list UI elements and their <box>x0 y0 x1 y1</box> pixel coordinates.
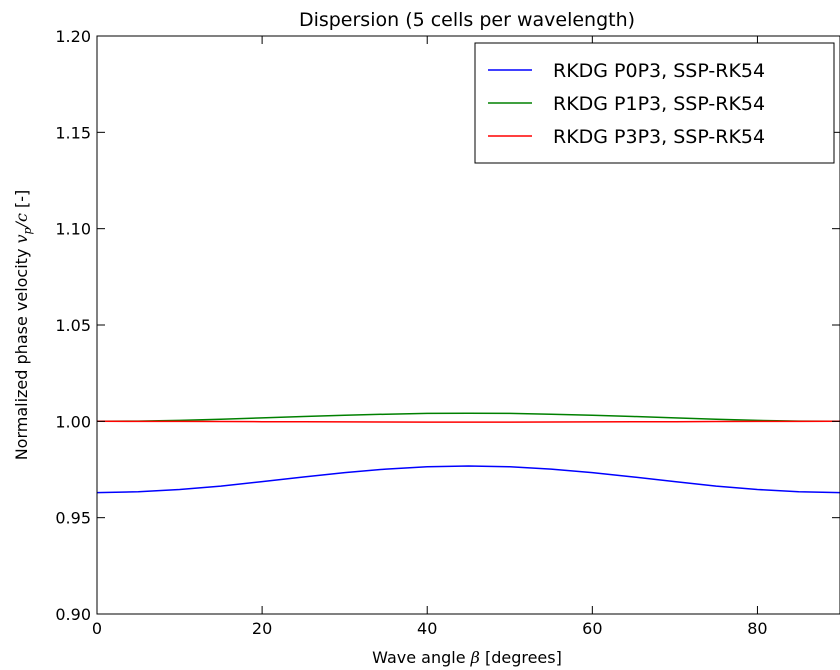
y-tick-label: 0.95 <box>55 509 91 528</box>
x-tick-label: 20 <box>252 619 272 638</box>
y-axis-label-c: /c <box>12 213 31 229</box>
y-axis-label: Normalized phase velocity vp/c [-] <box>12 190 34 461</box>
series-line-2 <box>96 412 840 423</box>
x-tick-label: 40 <box>417 619 437 638</box>
y-tick-label: 0.90 <box>55 605 91 624</box>
legend-label-p0p3: RKDG P0P3, SSP-RK54 <box>553 60 765 82</box>
y-axis-label-suffix: [-] <box>12 190 31 213</box>
y-axis-label-v: v <box>12 234 31 243</box>
y-axis-label-sub: p <box>21 227 34 234</box>
plot-frame <box>96 35 840 615</box>
x-axis-label: Wave angle β [degrees] <box>372 648 562 667</box>
x-tick-label: 80 <box>747 619 767 638</box>
y-tick-label: 1.00 <box>55 412 91 431</box>
y-tick-label: 1.15 <box>55 123 91 142</box>
legend-label-p1p3: RKDG P1P3, SSP-RK54 <box>553 93 765 115</box>
x-axis-label-symbol: β <box>470 648 480 667</box>
y-tick-label: 1.05 <box>55 316 91 335</box>
legend-box <box>474 42 835 164</box>
y-axis-label-prefix: Normalized phase velocity <box>12 243 31 460</box>
x-tick-label: 60 <box>582 619 602 638</box>
series-line-1 <box>96 465 840 494</box>
x-tick-label: 0 <box>92 619 102 638</box>
x-axis-label-suffix: [degrees] <box>480 648 562 667</box>
legend-label-p3p3: RKDG P3P3, SSP-RK54 <box>553 126 765 148</box>
chart-title: Dispersion (5 cells per wavelength) <box>299 9 635 31</box>
axis-ticks: 0 20 40 60 80 0.90 0.95 1.00 1.05 1.10 1.15 1.20 <box>55 27 840 638</box>
y-tick-label: 1.10 <box>55 220 91 239</box>
y-tick-label: 1.20 <box>55 27 91 46</box>
legend: RKDG P0P3, SSP-RK54 RKDG P1P3, SSP-RK54 … <box>474 42 835 164</box>
x-axis-label-prefix: Wave angle <box>372 648 470 667</box>
plot-lines <box>96 412 840 494</box>
series-line-3 <box>96 420 840 423</box>
